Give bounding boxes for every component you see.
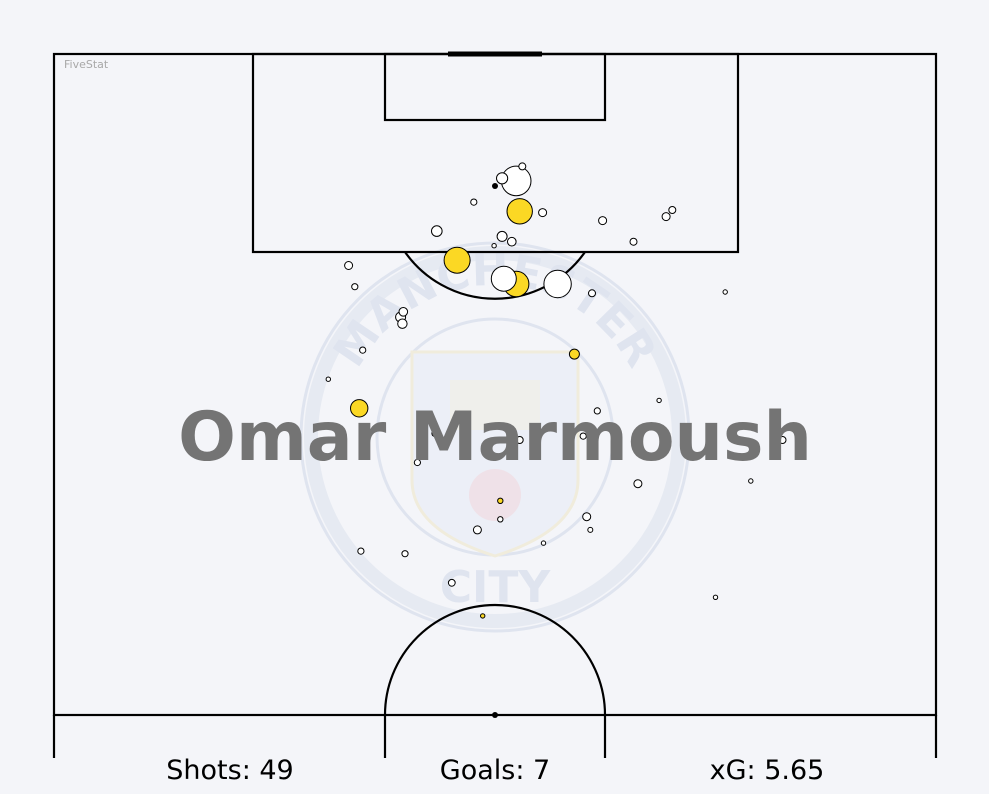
shot-marker xyxy=(722,289,728,295)
shot-marker xyxy=(431,429,439,437)
shot-marker xyxy=(588,289,596,298)
six-yard-box xyxy=(383,52,607,122)
shots-count: Shots: 49 xyxy=(166,755,293,786)
shot-marker xyxy=(325,376,331,382)
shot-marker xyxy=(579,432,587,440)
shot-marker-goal xyxy=(568,348,580,360)
shot-marker xyxy=(491,243,497,249)
shots-layer xyxy=(325,162,787,619)
shot-marker xyxy=(470,198,478,206)
shot-marker xyxy=(656,397,662,404)
shot-marker xyxy=(540,540,547,546)
penalty-spot xyxy=(492,183,498,189)
shot-marker xyxy=(497,516,504,523)
shot-marker xyxy=(587,526,594,533)
shot-marker xyxy=(431,225,443,237)
shot-marker xyxy=(490,265,517,292)
shot-marker xyxy=(496,172,509,185)
shot-marker xyxy=(538,208,548,218)
shot-marker xyxy=(661,212,671,222)
centre-circle xyxy=(383,603,607,758)
shot-marker xyxy=(344,261,354,270)
shot-marker-goal xyxy=(350,399,369,418)
shot-marker xyxy=(397,318,408,329)
shot-marker xyxy=(629,237,638,246)
shot-marker xyxy=(668,206,677,214)
watermark-label: FiveStat xyxy=(64,58,109,71)
shot-marker-goal xyxy=(443,246,471,274)
shot-marker xyxy=(712,594,719,600)
shot-marker xyxy=(357,547,365,555)
shot-marker xyxy=(472,525,482,535)
xg-total: xG: 5.65 xyxy=(710,755,825,786)
shot-marker xyxy=(518,162,527,171)
shot-marker xyxy=(598,216,608,226)
shot-marker-goal xyxy=(480,613,486,619)
goals-count: Goals: 7 xyxy=(440,755,550,786)
shot-marker xyxy=(778,436,787,444)
shot-marker xyxy=(398,307,409,317)
player-name: Omar Marmoush xyxy=(178,398,812,477)
shot-marker xyxy=(351,283,359,291)
shot-marker xyxy=(748,478,754,484)
shot-marker xyxy=(413,458,421,467)
shot-marker xyxy=(401,550,409,558)
shot-marker xyxy=(515,436,524,444)
shot-marker xyxy=(593,407,601,415)
shot-marker-goal xyxy=(506,198,533,225)
shot-marker xyxy=(582,512,592,522)
shot-marker-goal xyxy=(497,497,504,504)
centre-spot xyxy=(492,712,498,718)
shot-marker xyxy=(496,230,508,242)
shot-marker xyxy=(543,269,572,299)
penalty-area xyxy=(251,52,740,254)
shot-marker xyxy=(359,346,367,354)
shot-marker xyxy=(507,236,517,247)
shot-marker xyxy=(633,479,643,489)
pitch-lines xyxy=(52,51,938,758)
shot-marker xyxy=(447,578,456,587)
